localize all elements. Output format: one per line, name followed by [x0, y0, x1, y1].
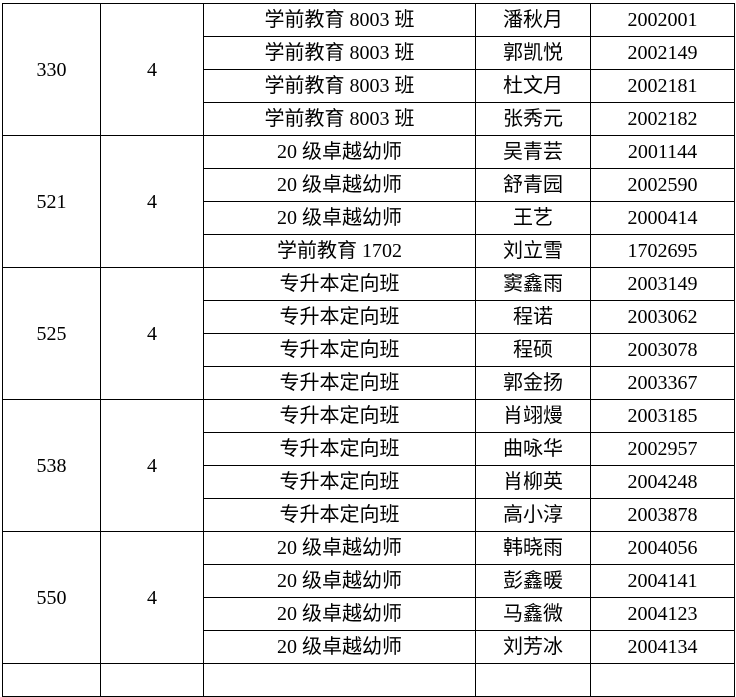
- student-name-cell: 杜文月: [475, 69, 591, 103]
- student-id-cell: 2002590: [590, 168, 735, 202]
- student-name-cell: 高小淳: [475, 498, 591, 532]
- table-row: 学前教育 8003 班郭凯悦 2002149: [3, 36, 735, 70]
- student-name-cell: 肖翊熳: [475, 399, 591, 433]
- table-row: 20 级卓越幼师 王艺 2000414: [3, 201, 735, 235]
- room-number-cell: 538: [2, 399, 101, 532]
- class-cell: 20 级卓越幼师: [203, 630, 476, 664]
- class-cell: 专升本定向班: [203, 300, 476, 334]
- count-cell: 4: [100, 3, 204, 136]
- student-id-cell: 2003367: [590, 366, 735, 400]
- class-cell: 20 级卓越幼师: [203, 168, 476, 202]
- student-id-cell: 2003185: [590, 399, 735, 433]
- class-cell: 学前教育 8003 班: [203, 36, 476, 70]
- table-row: 专升本定向班 程诺 2003062: [3, 300, 735, 334]
- student-name-cell: 韩晓雨: [475, 531, 591, 565]
- table-row: 538 4 专升本定向班 肖翊熳 2003185: [2, 399, 735, 532]
- class-cell: 专升本定向班: [203, 399, 476, 433]
- student-id-cell: 2001144: [590, 135, 735, 169]
- table-body: 330 4 学前教育 8003 班潘秋月 2002001 学前教育 8003 班郭凯悦 2…: [2, 3, 735, 697]
- empty-cell: [100, 663, 204, 697]
- student-id-cell: 2004123: [590, 597, 735, 631]
- table-row: 学前教育 8003 班张秀元 2002182: [3, 102, 735, 136]
- student-name-cell: 程诺: [475, 300, 591, 334]
- room-number-cell: 330: [2, 3, 101, 136]
- student-id-cell: 2003878: [590, 498, 735, 532]
- class-cell: 20 级卓越幼师: [203, 531, 476, 565]
- room-number-cell: 525: [2, 267, 101, 400]
- student-name-cell: 彭鑫暖: [475, 564, 591, 598]
- class-cell: 学前教育 1702: [203, 234, 476, 268]
- student-id-cell: 2004248: [590, 465, 735, 499]
- class-cell: 专升本定向班: [203, 465, 476, 499]
- empty-cell: [2, 663, 101, 697]
- student-name-cell: 潘秋月: [475, 3, 591, 37]
- student-id-cell: 2002149: [590, 36, 735, 70]
- student-name-cell: 张秀元: [475, 102, 591, 136]
- table-row: 专升本定向班 程硕 2003078: [3, 333, 735, 367]
- student-name-cell: 曲咏华: [475, 432, 591, 466]
- student-id-cell: 2004141: [590, 564, 735, 598]
- class-cell: 专升本定向班: [203, 333, 476, 367]
- empty-cell: [203, 663, 476, 697]
- student-id-cell: 2003149: [590, 267, 735, 301]
- room-number-cell: 550: [2, 531, 101, 664]
- table-row: 330 4 学前教育 8003 班潘秋月 2002001: [2, 3, 735, 136]
- class-cell: 20 级卓越幼师: [203, 597, 476, 631]
- count-cell: 4: [100, 399, 204, 532]
- class-cell: 专升本定向班: [203, 432, 476, 466]
- student-id-cell: 2004134: [590, 630, 735, 664]
- room-number-cell: 521: [2, 135, 101, 268]
- student-id-cell: 2003078: [590, 333, 735, 367]
- student-id-cell: 2002957: [590, 432, 735, 466]
- class-cell: 学前教育 8003 班: [203, 69, 476, 103]
- table-row: 学前教育 8003 班杜文月 2002181: [3, 69, 735, 103]
- count-cell: 4: [100, 531, 204, 664]
- table-row: 20 级卓越幼师 刘芳冰 2004134: [3, 630, 735, 664]
- dormitory-table: 330 4 学前教育 8003 班潘秋月 2002001 学前教育 8003 班郭凯悦 2…: [2, 3, 735, 697]
- student-id-cell: 2002182: [590, 102, 735, 136]
- table-row: 专升本定向班 肖柳英 2004248: [3, 465, 735, 499]
- student-id-cell: 2004056: [590, 531, 735, 565]
- student-name-cell: 刘芳冰: [475, 630, 591, 664]
- student-name-cell: 肖柳英: [475, 465, 591, 499]
- student-id-cell: 1702695: [590, 234, 735, 268]
- class-cell: 20 级卓越幼师: [203, 564, 476, 598]
- student-name-cell: 王艺: [475, 201, 591, 235]
- class-cell: 20 级卓越幼师: [203, 135, 476, 169]
- student-id-cell: 2002181: [590, 69, 735, 103]
- student-name-cell: 吴青芸: [475, 135, 591, 169]
- student-name-cell: 刘立雪: [475, 234, 591, 268]
- table-row: 20 级卓越幼师 舒青园 2002590: [3, 168, 735, 202]
- table-row: 521 4 20 级卓越幼师 吴青芸 2001144: [2, 135, 735, 268]
- table-row: 专升本定向班 曲咏华 2002957: [3, 432, 735, 466]
- empty-cell: [475, 663, 591, 697]
- table-row: 525 4 专升本定向班 窦鑫雨 2003149: [2, 267, 735, 400]
- student-id-cell: 2000414: [590, 201, 735, 235]
- student-name-cell: 郭金扬: [475, 366, 591, 400]
- class-cell: 学前教育 8003 班: [203, 102, 476, 136]
- class-cell: 专升本定向班: [203, 267, 476, 301]
- student-name-cell: 窦鑫雨: [475, 267, 591, 301]
- table-row: 专升本定向班 郭金扬 2003367: [3, 366, 735, 400]
- count-cell: 4: [100, 267, 204, 400]
- student-id-cell: 2003062: [590, 300, 735, 334]
- student-id-cell: 2002001: [590, 3, 735, 37]
- table-row: [2, 663, 735, 697]
- student-name-cell: 马鑫微: [475, 597, 591, 631]
- student-name-cell: 郭凯悦: [475, 36, 591, 70]
- table-row: 550 4 20 级卓越幼师 韩晓雨 2004056: [2, 531, 735, 664]
- class-cell: 20 级卓越幼师: [203, 201, 476, 235]
- class-cell: 专升本定向班: [203, 366, 476, 400]
- class-cell: 学前教育 8003 班: [203, 3, 476, 37]
- empty-cell: [590, 663, 735, 697]
- table-row: 学前教育 1702 刘立雪 1702695: [3, 234, 735, 268]
- student-name-cell: 程硕: [475, 333, 591, 367]
- student-name-cell: 舒青园: [475, 168, 591, 202]
- count-cell: 4: [100, 135, 204, 268]
- class-cell: 专升本定向班: [203, 498, 476, 532]
